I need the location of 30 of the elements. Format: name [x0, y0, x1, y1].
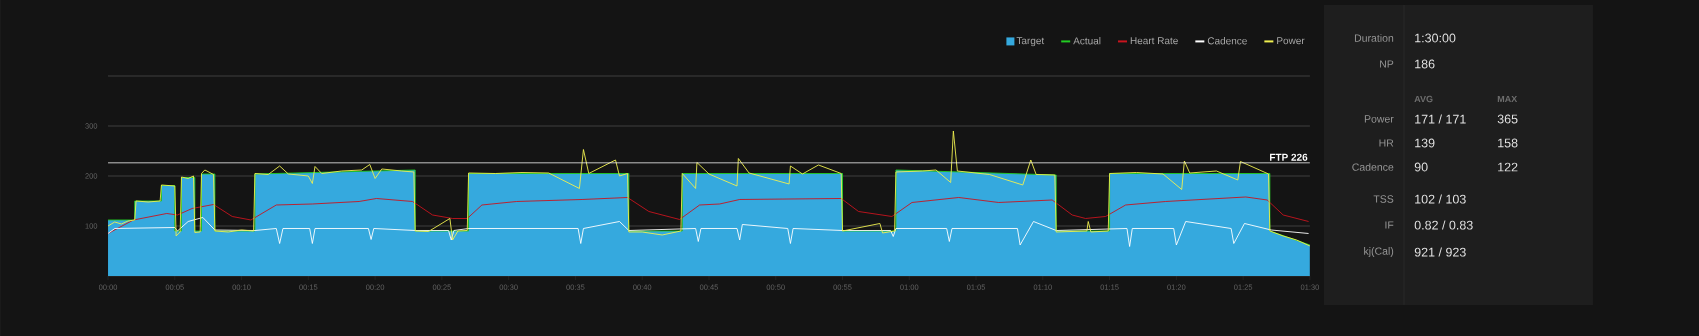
text: 365	[1497, 114, 1518, 124]
text: 0.82 / 0.83	[1414, 220, 1473, 230]
text: HR	[1379, 139, 1394, 147]
text: Cadence	[1352, 163, 1394, 171]
line-series	[108, 217, 1310, 247]
text: 171 / 171	[1415, 114, 1466, 124]
text: AVG	[1414, 95, 1433, 103]
text: 90	[1414, 162, 1428, 172]
text: 102 / 103	[1415, 194, 1466, 204]
legend-label: Actual	[1073, 37, 1101, 45]
line-series	[108, 130, 1310, 247]
text: 921 / 923	[1414, 247, 1466, 257]
legend-label: Heart Rate	[1130, 37, 1178, 45]
text: IF	[1385, 221, 1394, 229]
text: 158	[1498, 138, 1518, 148]
legend-label: Power	[1277, 37, 1305, 45]
text: 139	[1415, 138, 1435, 148]
line-series	[108, 196, 1310, 234]
text: 1:30:00	[1415, 33, 1456, 43]
text: TSS	[1373, 195, 1394, 203]
ref-line-label: FTP 226	[1270, 153, 1308, 161]
text: MAX	[1497, 95, 1518, 103]
text: Power	[1364, 115, 1394, 123]
text: NP	[1380, 60, 1394, 68]
text: 186	[1415, 59, 1435, 69]
legend-label: Cadence	[1207, 37, 1247, 45]
text: Duration	[1354, 34, 1394, 42]
text: 122	[1498, 162, 1518, 172]
legend-label: Target	[1016, 37, 1045, 47]
text: kj(Cal)	[1364, 247, 1394, 257]
